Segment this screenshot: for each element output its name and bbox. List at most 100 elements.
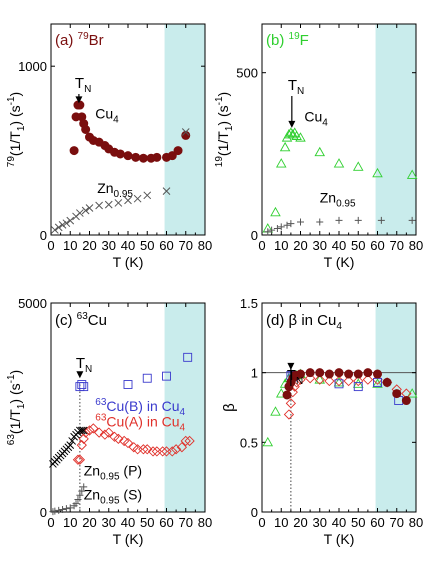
data-point — [314, 374, 326, 384]
data-point — [316, 218, 324, 226]
plot-frame — [50, 23, 206, 236]
data-point — [99, 429, 111, 440]
data-point — [287, 220, 295, 228]
x-tick-label: 40 — [332, 515, 346, 530]
data-point — [138, 153, 148, 163]
text-part: 63 — [77, 311, 89, 322]
text-part: in Cu — [297, 312, 336, 329]
data-point — [296, 369, 305, 379]
x-tick-label: 40 — [121, 238, 135, 253]
text-part: 19 — [214, 156, 225, 168]
text-part: 1 — [16, 403, 27, 409]
data-point — [157, 446, 168, 457]
x-tick-label: 20 — [82, 515, 96, 530]
data-point — [333, 158, 345, 168]
data-point — [78, 487, 86, 495]
data-point — [123, 151, 133, 161]
x-tick-label: 40 — [332, 238, 346, 253]
x-tick-label: 30 — [313, 515, 327, 530]
y-tick-label: 1000 — [18, 59, 47, 74]
x-tick-label: 60 — [159, 238, 173, 253]
x-tick-label: 80 — [198, 515, 212, 530]
data-point — [334, 368, 344, 378]
panel-title: (d) β in Cu4 — [266, 312, 342, 332]
data-point — [304, 373, 316, 384]
data-point — [93, 427, 105, 438]
data-point — [76, 439, 87, 451]
text-part: ) (s — [7, 383, 23, 403]
text-part: (S) — [123, 486, 142, 502]
data-point — [103, 427, 114, 438]
plot-frame — [261, 302, 417, 513]
text-part: N — [84, 84, 91, 95]
data-point — [279, 141, 291, 152]
series-c-1 — [72, 423, 195, 465]
data-point — [142, 373, 152, 383]
data-point — [354, 216, 362, 224]
panel-title: (c) 63Cu — [55, 311, 107, 329]
text-part: ) (s — [7, 105, 23, 125]
x-axis-label: T (K) — [113, 531, 144, 547]
text-part: 1 — [16, 125, 27, 131]
text-part: -1 — [6, 96, 17, 105]
x-tick-label: 10 — [63, 238, 77, 253]
data-point — [62, 219, 71, 228]
data-point — [88, 423, 99, 434]
arrow-head — [75, 96, 83, 104]
text-part: Zn — [84, 486, 100, 502]
arrow-head — [288, 120, 296, 128]
text-part: (d) — [266, 312, 284, 329]
text-part: -1 — [214, 96, 225, 105]
data-point — [264, 228, 272, 236]
text-part: N — [296, 376, 303, 387]
x-tick-label: 80 — [198, 238, 212, 253]
data-point — [59, 505, 67, 513]
data-point — [324, 369, 334, 379]
data-point — [79, 382, 89, 392]
data-point — [122, 437, 134, 449]
data-point — [343, 375, 354, 387]
x-tick-label: 60 — [370, 238, 384, 253]
text-part: T — [76, 355, 85, 372]
text-part: F — [300, 32, 309, 49]
data-point — [180, 435, 191, 447]
data-point — [353, 382, 363, 392]
cu4-label: Cu4 — [304, 108, 328, 128]
x-tick-label: 60 — [370, 515, 384, 530]
data-point — [270, 406, 281, 416]
x-tick-label: 80 — [409, 238, 423, 253]
data-point — [314, 374, 325, 385]
x-tick-label: 20 — [293, 515, 307, 530]
data-point — [55, 506, 63, 514]
series-c-3 — [49, 483, 88, 516]
text-part: 0.95 — [336, 199, 356, 210]
data-point — [167, 151, 177, 161]
x-tick-label: 30 — [313, 238, 327, 253]
data-point — [147, 446, 159, 457]
x-tick-label: 50 — [351, 238, 365, 253]
data-point — [297, 218, 304, 226]
data-point — [77, 426, 86, 435]
text-part: 1 — [224, 125, 235, 131]
series-c-0 — [75, 352, 193, 392]
data-point — [173, 146, 183, 156]
x-tick-label: 10 — [63, 515, 77, 530]
data-point — [72, 454, 84, 465]
tn-arrow — [288, 96, 296, 128]
x-tick-label: 70 — [390, 515, 404, 530]
tn-label: TN — [76, 355, 92, 375]
cu-b-label: 63Cu(B) in Cu4 — [95, 397, 185, 418]
data-point — [62, 505, 70, 513]
x-tick-label: 20 — [293, 238, 307, 253]
text-part: 63 — [95, 412, 107, 423]
panel-title: (a) 79Br — [55, 31, 104, 49]
text-part: 63 — [95, 397, 107, 408]
x-axis-label: T (K) — [324, 531, 355, 547]
data-point — [75, 100, 85, 110]
data-point — [133, 194, 142, 203]
data-point — [277, 223, 285, 231]
data-point — [79, 426, 88, 435]
data-point — [66, 216, 75, 225]
data-point — [283, 409, 295, 420]
